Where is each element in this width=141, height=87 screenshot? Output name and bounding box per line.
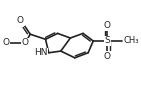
Text: O: O: [17, 16, 24, 25]
Text: O: O: [104, 52, 111, 61]
Text: O: O: [104, 21, 111, 30]
Text: S: S: [104, 36, 110, 46]
Text: HN: HN: [34, 48, 47, 57]
Text: O: O: [22, 38, 29, 47]
Text: CH₃: CH₃: [123, 36, 139, 46]
Text: O: O: [2, 38, 9, 47]
